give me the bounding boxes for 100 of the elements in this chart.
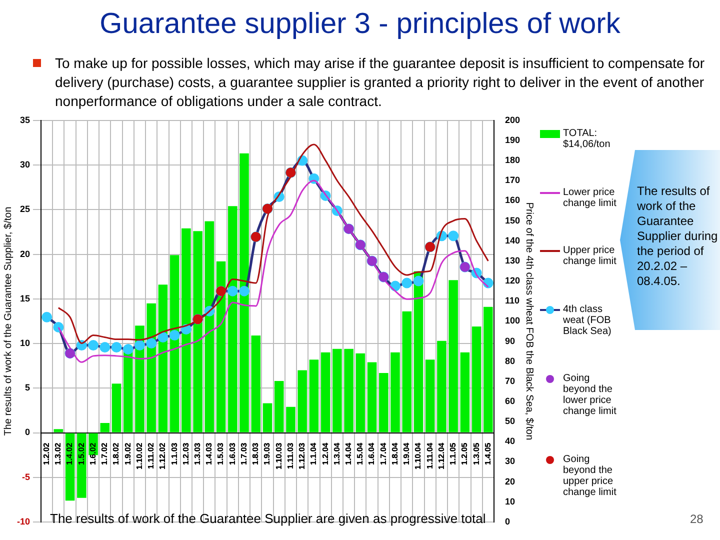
point	[134, 340, 145, 351]
legend-label: TOTAL: $14,06/ton	[563, 128, 612, 150]
x-tick-label: 1.4.02	[65, 442, 74, 466]
y2-tick-label: 70	[504, 376, 515, 386]
y-tick-label: 20	[20, 248, 30, 259]
y2-tick-label: 10	[504, 496, 515, 506]
bar	[274, 380, 284, 432]
bar	[356, 353, 366, 432]
x-tick-label: 1.6.03	[228, 442, 237, 466]
x-tick-label: 1.5.04	[356, 442, 365, 466]
y2-tick-label: 80	[504, 356, 515, 366]
x-tick-label: 1.4.03	[204, 442, 214, 466]
x-tick-label: 1.9.04	[402, 442, 412, 466]
x-tick-label: 1.12.04	[436, 442, 446, 470]
bar	[182, 228, 191, 432]
bar	[262, 403, 272, 432]
bar	[437, 340, 446, 432]
bar	[193, 231, 202, 432]
x-tick-label: 1.12.03	[298, 442, 307, 470]
chart-title: Guarantee supplier 3 - principles of work	[98, 8, 622, 41]
y2-tick-label: 140	[504, 235, 520, 246]
bar	[123, 350, 133, 432]
bar	[204, 221, 214, 432]
point	[239, 286, 250, 296]
point	[146, 338, 157, 349]
x-tick-label: 1.1.03	[170, 442, 179, 466]
x-tick-label: 1.2.03	[181, 442, 190, 466]
y2-tick-label: 40	[504, 436, 515, 446]
x-tick-label: 1.2.04	[320, 442, 330, 466]
y2-tick-label: 100	[504, 316, 520, 326]
x-tick-label: 1.7.03	[239, 442, 248, 466]
x-tick-label: 1.6.02	[88, 442, 98, 466]
x-tick-label: 1.1.05	[448, 442, 458, 466]
point	[402, 278, 412, 288]
point	[448, 230, 459, 242]
x-tick-label: 1.11.02	[146, 442, 156, 470]
y-tick-label: -5	[22, 472, 30, 482]
point	[42, 312, 52, 322]
y2-tick-label: 110	[504, 296, 520, 306]
y-axis-title: The results of work of the Guarantee Supplier, $/ton	[2, 206, 14, 436]
point	[390, 280, 401, 292]
y2-tick-label: 50	[504, 416, 515, 426]
y2-tick-label: 120	[504, 276, 520, 286]
point	[122, 344, 134, 355]
x-tick-label: 1.2.02	[42, 442, 52, 466]
y2-tick-label: 0	[504, 516, 510, 526]
bar	[460, 352, 470, 432]
bar	[146, 303, 156, 432]
x-tick-label: 1.7.02	[100, 442, 110, 466]
bar	[332, 348, 342, 432]
bar	[344, 348, 354, 432]
x-tick-label: 1.10.02	[134, 442, 144, 470]
y2-tick-label: 130	[504, 255, 520, 266]
y-tick-label: 5	[24, 382, 30, 393]
x-tick-label: 1.4.04	[344, 442, 353, 466]
bar	[309, 360, 319, 432]
annotation: The results of work of the Guarantee Supplier are given as progressive total	[50, 511, 486, 526]
x-tick-label: 1.10.03	[274, 442, 284, 470]
point	[111, 342, 122, 353]
x-tick-label: 1.3.05	[472, 442, 481, 466]
x-tick-label: 1.9.03	[262, 442, 272, 466]
point	[100, 342, 110, 353]
legend-label: Going beyond the upper price change limit	[563, 454, 618, 498]
x-tick-label: 1.8.04	[390, 442, 400, 466]
x-tick-label: 1.3.02	[54, 442, 63, 466]
bar	[448, 280, 458, 432]
bar	[367, 362, 377, 432]
x-tick-label: 1.2.05	[460, 442, 470, 466]
bar	[77, 433, 86, 498]
bar	[484, 306, 493, 432]
y2-tick-label: 60	[504, 396, 515, 406]
y-tick-label: 30	[20, 160, 30, 170]
y-tick-label: 10	[20, 338, 30, 348]
bar	[402, 311, 412, 432]
point	[53, 322, 64, 332]
bar	[320, 352, 330, 432]
legend-label: Going beyond the lower price change limit	[563, 373, 618, 418]
y2-tick-label: 20	[504, 476, 515, 486]
x-tick-label: 1.4.05	[483, 442, 492, 466]
x-tick-label: 1.7.04	[378, 442, 388, 466]
x-tick-label: 1.10.04	[414, 442, 423, 470]
x-tick-label: 1.8.03	[251, 442, 260, 466]
x-tick-label: 1.5.03	[216, 442, 226, 466]
legend-label: Lower price change limit	[563, 186, 618, 209]
x-tick-label: 1.5.02	[76, 442, 86, 466]
bar	[170, 255, 180, 432]
bar	[228, 206, 238, 432]
bar	[240, 153, 249, 432]
y2-tick-label: 200	[504, 114, 520, 125]
point	[227, 286, 238, 296]
x-tick-label: 1.3.04	[332, 442, 342, 466]
point	[413, 276, 424, 286]
y-tick-label: -10	[16, 516, 30, 526]
x-tick-label: 1.3.03	[193, 442, 202, 466]
legend-label: Upper price change limit	[563, 245, 618, 268]
x-tick-label: 1.8.02	[112, 442, 121, 466]
x-tick-label: 1.6.04	[367, 442, 376, 466]
bar	[112, 384, 122, 432]
bar	[379, 372, 388, 432]
y2-axis-title: Price of the 4th class wheat FOB the Black Sea, $/ton	[523, 202, 534, 440]
